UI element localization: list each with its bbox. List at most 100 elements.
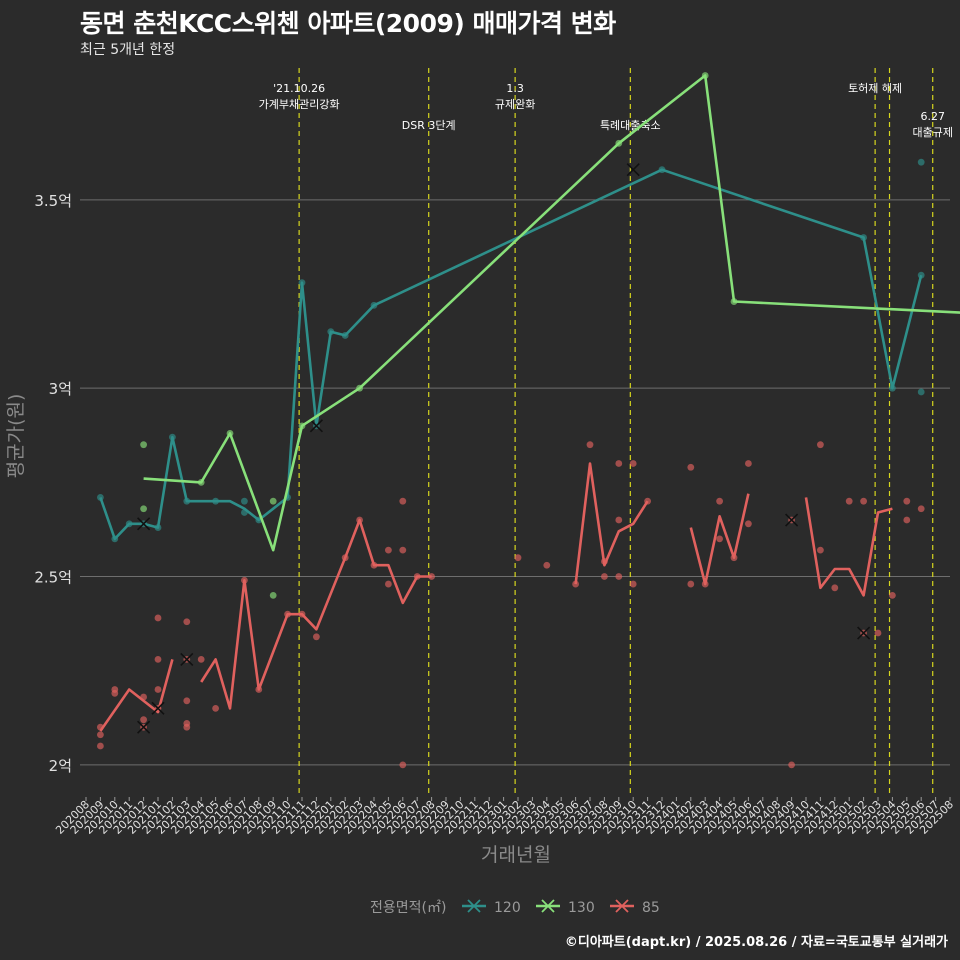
data-point-85 (97, 731, 104, 739)
data-point-120 (125, 520, 133, 528)
x-axis-label: 거래년월 (481, 844, 551, 866)
data-point-85 (197, 655, 205, 663)
data-point-85 (370, 561, 378, 569)
data-point-85 (615, 573, 623, 580)
data-point-85 (183, 720, 191, 727)
data-point-130 (269, 591, 277, 599)
data-point-130 (269, 497, 277, 505)
outlier-mark-85 (137, 720, 151, 734)
data-point-120 (370, 301, 378, 309)
data-point-85 (615, 460, 623, 467)
data-point-85 (817, 546, 824, 554)
data-point-85 (716, 497, 723, 505)
outlier-mark-120 (309, 419, 323, 433)
y-axis-label: 평균가(원) (5, 394, 27, 479)
data-point-85 (97, 723, 104, 731)
event-label: 토허제 해제 (848, 81, 902, 95)
data-point-85 (629, 460, 637, 467)
data-point-130 (140, 441, 148, 449)
series-line-85 (804, 497, 893, 597)
data-point-120 (658, 166, 666, 174)
data-point-85 (788, 761, 795, 769)
legend-label: 130 (568, 900, 595, 916)
data-point-85 (889, 591, 896, 599)
data-point-85 (399, 497, 407, 505)
y-tick-label: 3.5억 (34, 192, 72, 210)
data-point-120 (183, 497, 191, 505)
data-point-85 (154, 614, 162, 622)
legend-label: 85 (642, 900, 660, 916)
data-point-120 (917, 271, 925, 279)
event-label: 특례대출축소 (600, 119, 661, 132)
series-group (97, 72, 960, 769)
data-point-85 (413, 573, 421, 580)
data-point-85 (687, 463, 695, 471)
outlier-mark-85 (857, 626, 871, 640)
legend-key-cross (467, 899, 481, 913)
data-point-130 (615, 139, 623, 147)
series-line-85 (574, 462, 649, 585)
legend: 전용면적(㎡) 120 130 85 (370, 899, 660, 916)
data-point-85 (140, 693, 148, 701)
outlier-mark-85 (151, 701, 165, 715)
chart-subtitle: 최근 5개년 한정 (80, 42, 176, 58)
data-point-85 (601, 573, 608, 580)
series-line-85 (200, 518, 432, 710)
data-point-85 (687, 580, 695, 588)
data-point-120 (154, 524, 162, 531)
data-point-85 (399, 761, 407, 769)
data-point-85 (831, 584, 839, 592)
series-line-85 (99, 659, 174, 732)
outlier-mark-120 (626, 163, 640, 177)
legend-item-130: 130 (536, 899, 595, 916)
data-point-85 (514, 554, 522, 562)
legend-key-cross (615, 899, 629, 913)
data-point-85 (874, 629, 882, 637)
data-point-120 (917, 388, 925, 396)
data-point-85 (255, 686, 263, 693)
data-point-120 (298, 279, 306, 287)
data-point-130 (356, 384, 363, 392)
event-label: DSR 3단계 (402, 119, 456, 132)
series-85 (97, 441, 925, 769)
source-caption: ©디아파트(dapt.kr) / 2025.08.26 / 자료=국토교통부 실… (564, 935, 948, 950)
data-point-85 (183, 618, 191, 626)
outlier-mark-85 (180, 652, 194, 666)
data-point-120 (341, 332, 349, 339)
series-120 (97, 158, 925, 543)
data-point-85 (745, 460, 752, 467)
data-point-85 (140, 716, 148, 724)
data-point-120 (212, 497, 220, 505)
data-point-85 (601, 558, 608, 565)
data-point-120 (917, 158, 925, 166)
data-point-85 (572, 580, 579, 588)
data-point-130 (298, 422, 306, 430)
data-point-85 (111, 686, 119, 693)
data-point-85 (903, 516, 911, 524)
data-point-85 (97, 742, 104, 750)
y-axis: 2억 2.5억 3억 3.5억 (34, 192, 72, 775)
data-point-85 (399, 546, 407, 554)
data-point-120 (327, 328, 335, 336)
data-point-85 (716, 535, 723, 543)
event-label: '21.10.26 가계부채관리강화 (259, 82, 340, 111)
data-point-85 (241, 576, 248, 584)
data-point-85 (543, 561, 551, 569)
data-point-85 (154, 655, 162, 663)
data-point-85 (615, 516, 623, 524)
data-point-85 (385, 546, 392, 554)
data-point-85 (629, 580, 637, 588)
data-point-120 (241, 497, 248, 505)
outlier-mark-120 (137, 517, 151, 531)
data-point-130 (197, 478, 205, 486)
x-axis: 2020082020092020102020112020122021012021… (53, 797, 956, 837)
data-point-120 (97, 494, 104, 501)
data-point-120 (111, 535, 119, 543)
data-point-85 (284, 610, 291, 618)
data-point-130 (140, 505, 148, 513)
legend-label: 120 (494, 900, 521, 916)
data-point-85 (356, 516, 363, 524)
data-point-85 (845, 497, 853, 505)
